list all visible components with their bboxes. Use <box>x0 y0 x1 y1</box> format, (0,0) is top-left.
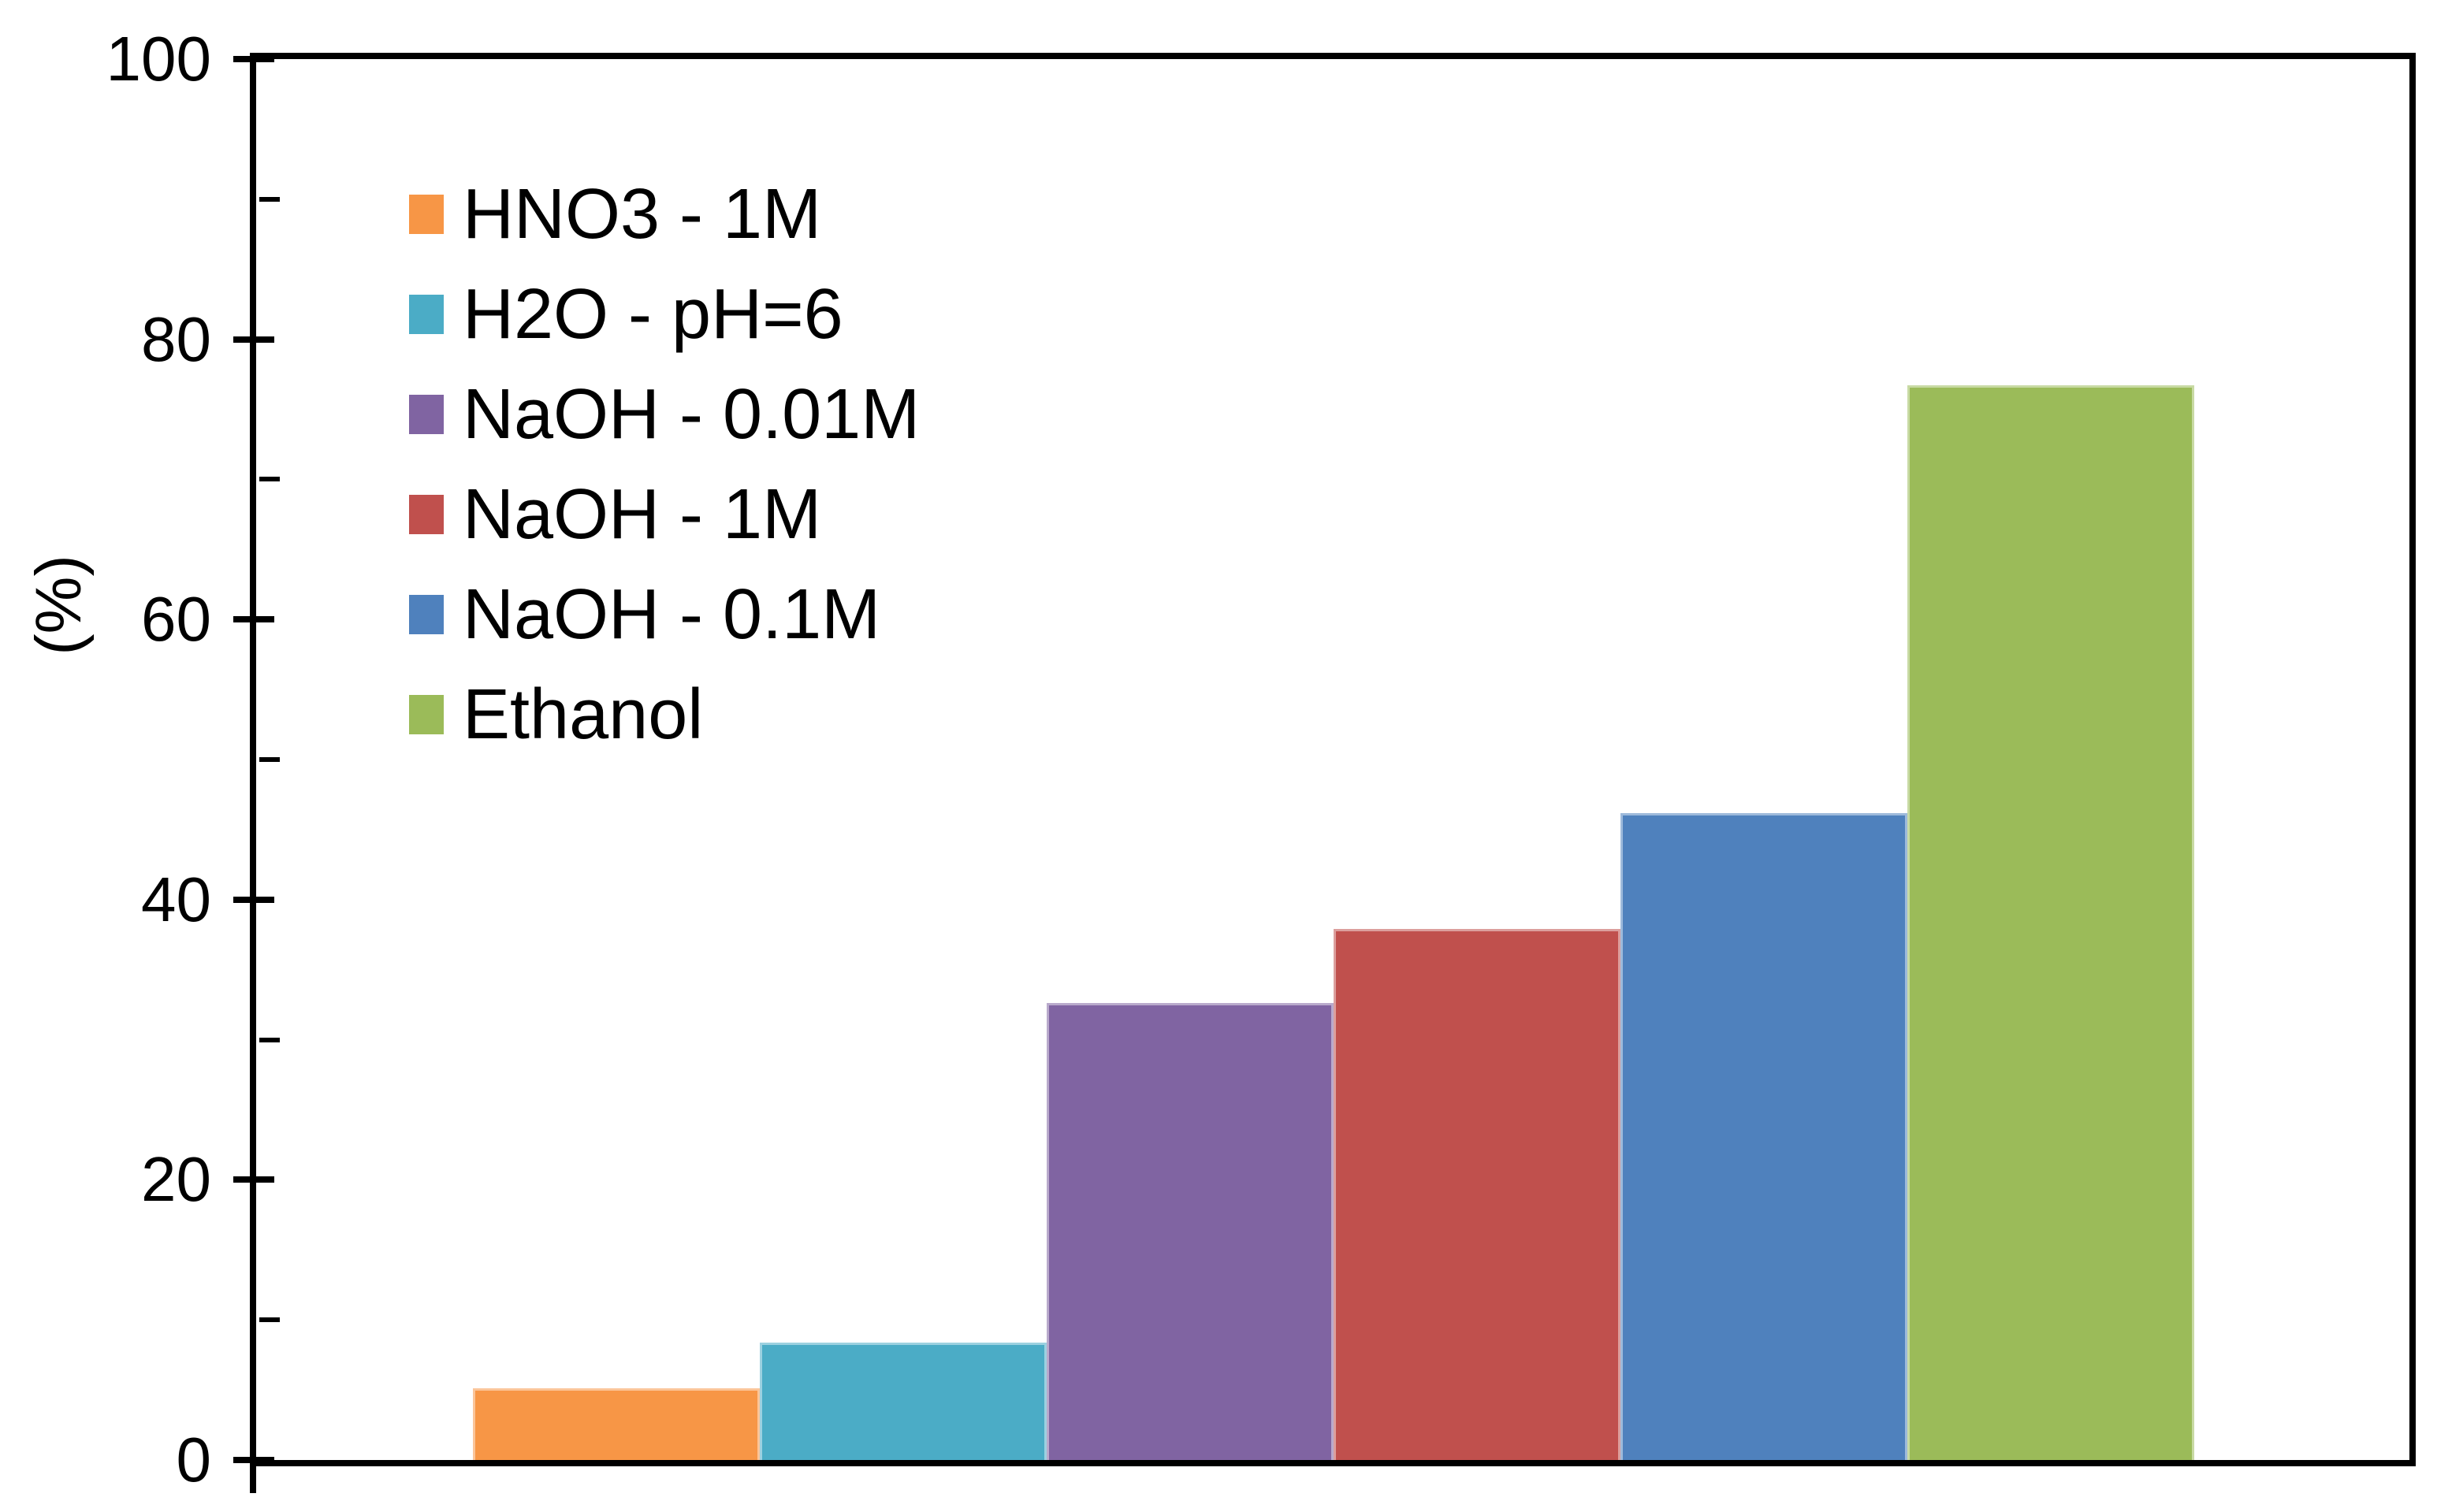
y-axis-tick-label: 80 <box>141 303 211 374</box>
legend-item: HNO3 - 1M <box>409 165 821 265</box>
bar-ethanol <box>1907 385 2194 1460</box>
y-axis-tick-label: 100 <box>106 24 211 94</box>
y-axis-major-tick <box>233 1176 274 1183</box>
y-axis-tick-label: 0 <box>176 1425 212 1495</box>
bar-h2o-ph-6 <box>760 1342 1047 1460</box>
legend-item: NaOH - 0.1M <box>409 565 880 665</box>
y-axis-major-tick <box>233 336 274 343</box>
x-axis-origin-tick <box>250 1466 256 1493</box>
legend-item: NaOH - 0.01M <box>409 365 920 465</box>
bar-naoh-0-01m <box>1047 1003 1334 1460</box>
y-axis-tick-label: 40 <box>141 864 211 934</box>
y-axis-major-tick <box>233 896 274 903</box>
legend-swatch-icon <box>409 195 444 234</box>
y-axis-minor-tick <box>259 196 280 202</box>
y-axis-minor-tick <box>259 477 280 482</box>
y-axis-major-tick <box>233 616 274 623</box>
legend-label: NaOH - 0.01M <box>463 374 921 454</box>
legend-label: Ethanol <box>463 674 704 754</box>
legend-swatch-icon <box>409 595 444 634</box>
legend-swatch-icon <box>409 295 444 334</box>
bar-naoh-1m <box>1334 929 1620 1460</box>
legend-label: NaOH - 0.1M <box>463 574 881 654</box>
legend-item: NaOH - 1M <box>409 465 821 565</box>
bar-hno3-1m <box>473 1388 760 1460</box>
legend-label: HNO3 - 1M <box>463 174 822 254</box>
y-axis-tick-label: 20 <box>141 1144 211 1215</box>
legend-item: Ethanol <box>409 665 703 765</box>
y-axis-major-tick <box>233 1457 274 1463</box>
y-axis-minor-tick <box>259 1317 280 1323</box>
plot-area-border <box>250 53 2416 1466</box>
legend-swatch-icon <box>409 695 444 734</box>
legend-swatch-icon <box>409 495 444 534</box>
y-axis-major-tick <box>233 56 274 62</box>
y-axis-tick-label: 60 <box>141 584 211 655</box>
legend-swatch-icon <box>409 395 444 434</box>
legend-label: H2O - pH=6 <box>463 274 843 354</box>
plot-inner-area <box>256 59 2409 1460</box>
bar-naoh-0-1m <box>1620 812 1907 1460</box>
legend-item: H2O - pH=6 <box>409 265 843 365</box>
y-axis-minor-tick <box>259 1037 280 1042</box>
legend-label: NaOH - 1M <box>463 474 822 554</box>
y-axis-minor-tick <box>259 757 280 762</box>
